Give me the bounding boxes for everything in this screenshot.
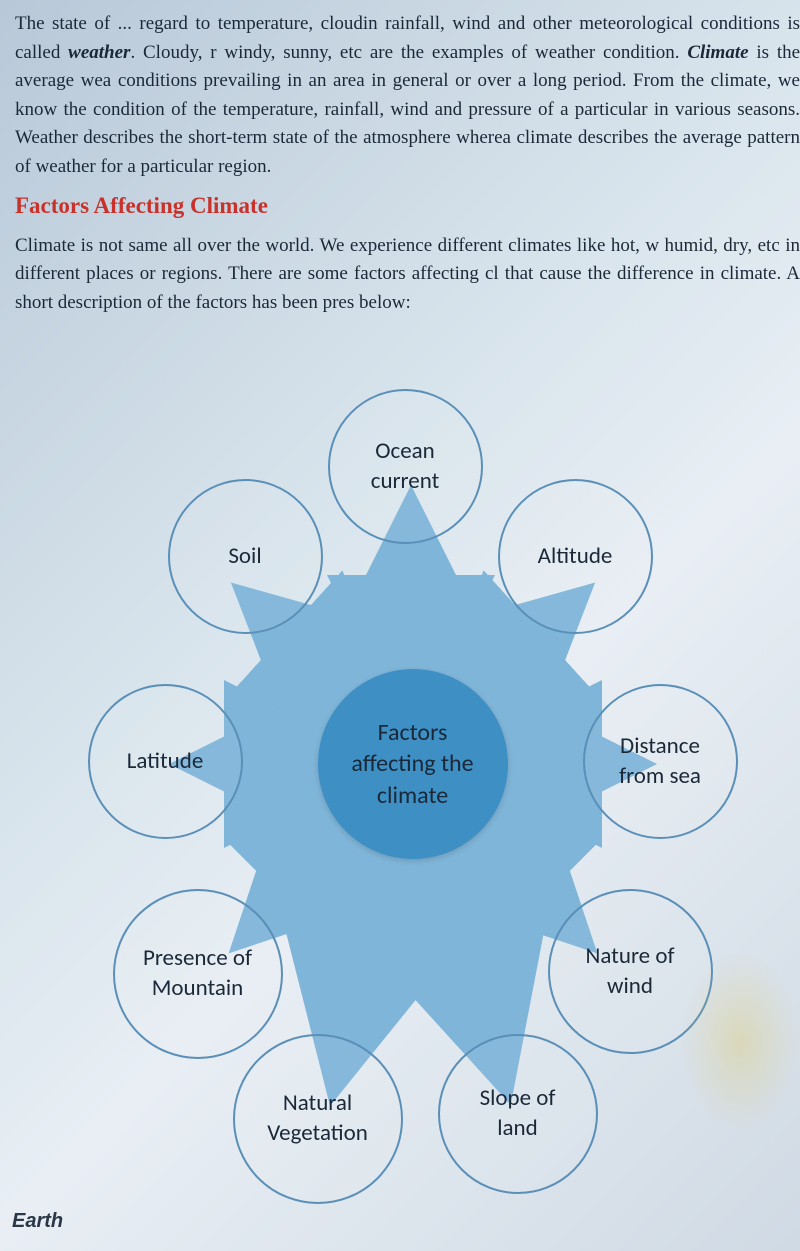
text-line: The state of ... regard to temperature, … [15,13,378,34]
diagram-center-node: Factors affecting the climate [318,669,508,859]
center-line3: climate [377,780,448,811]
node-label: wind [586,972,675,1002]
node-label: Soil [228,542,261,572]
center-line1: Factors [378,717,448,748]
center-line2: affecting the [351,748,473,779]
node-natural-vegetation: Natural Vegetation [233,1034,403,1204]
body-text-block: The state of ... regard to temperature, … [15,10,800,317]
node-label: land [480,1114,556,1144]
node-label: from sea [619,762,701,792]
node-label: Slope of [480,1084,556,1114]
paragraph-factors-intro: Climate is not same all over the world. … [15,232,800,318]
text-line: know the condition of the temperature, r… [15,99,648,120]
term-climate: Climate [687,42,748,63]
node-label: Distance [619,732,701,762]
node-ocean-current: Ocean current [328,389,483,544]
node-soil: Soil [168,479,323,634]
text-line: conditions prevailing in an area in gene… [118,70,800,91]
node-label: Ocean [371,437,440,467]
node-label: Natural [267,1089,368,1119]
text-line: . Cloudy, r [130,42,216,63]
node-slope-of-land: Slope of land [438,1034,598,1194]
node-label: Latitude [127,747,204,777]
node-presence-of-mountain: Presence of Mountain [113,889,283,1059]
node-label: current [371,467,440,497]
node-label: Nature of [586,942,675,972]
text-line: Climate is not same all over the world. … [15,235,659,256]
paragraph-weather-climate: The state of ... regard to temperature, … [15,10,800,181]
section-heading: Factors Affecting Climate [15,189,800,224]
term-weather: weather [68,42,130,63]
node-nature-of-wind: Nature of wind [548,889,713,1054]
node-label: Vegetation [267,1119,368,1149]
node-label: Presence of [143,944,252,974]
node-distance-from-sea: Distance from sea [583,684,738,839]
node-altitude: Altitude [498,479,653,634]
node-label: Mountain [143,974,252,1004]
page-footer-label: Earth [12,1210,63,1233]
text-line: windy, sunny, etc are the examples of we… [224,42,687,63]
node-label: Altitude [538,542,613,572]
text-line: below: [359,292,411,313]
node-latitude: Latitude [88,684,243,839]
factors-diagram: Factors affecting the climate Ocean curr… [28,329,788,1209]
